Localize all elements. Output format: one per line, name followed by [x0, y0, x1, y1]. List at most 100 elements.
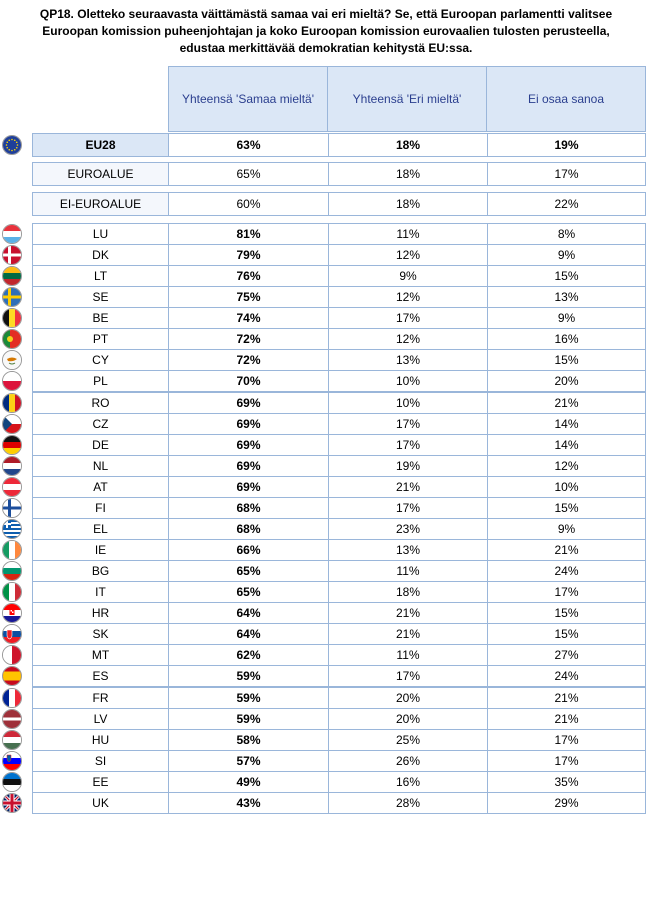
column-header-agree: Yhteensä 'Samaa mieltä': [168, 66, 328, 132]
value-agree: 69%: [168, 477, 328, 497]
value-agree: 66%: [168, 540, 328, 560]
value-agree: 75%: [168, 287, 328, 307]
eu-flag-icon: [2, 135, 22, 155]
value-agree: 79%: [168, 245, 328, 265]
value-dont-know: 9%: [487, 519, 645, 539]
value-dont-know: 16%: [487, 329, 645, 349]
value-agree: 68%: [168, 519, 328, 539]
table-row: HR 64% 21% 15%: [32, 602, 646, 624]
row-label: SE: [92, 290, 109, 304]
row-label: BE: [92, 311, 109, 325]
row-label: EE: [92, 775, 109, 789]
row-label: SI: [94, 754, 107, 768]
row-label: NL: [92, 459, 109, 473]
value-dont-know: 24%: [487, 561, 645, 581]
value-disagree: 10%: [328, 393, 487, 413]
nl-flag-icon: [2, 456, 22, 476]
value-disagree: 17%: [328, 666, 487, 686]
table-row: EE 49% 16% 35%: [32, 771, 646, 793]
value-dont-know: 14%: [487, 435, 645, 455]
value-disagree: 18%: [328, 193, 487, 215]
table-row: ES 59% 17% 24%: [32, 665, 646, 687]
value-disagree: 11%: [328, 224, 487, 244]
value-agree: 64%: [168, 603, 328, 623]
be-flag-icon: [2, 308, 22, 328]
value-disagree: 13%: [328, 350, 487, 370]
row-label: MT: [91, 648, 110, 662]
value-agree: 63%: [168, 134, 328, 156]
value-disagree: 19%: [328, 456, 487, 476]
table-row: SE 75% 12% 13%: [32, 286, 646, 308]
row-label: LT: [93, 269, 108, 283]
pl-flag-icon: [2, 371, 22, 391]
value-dont-know: 10%: [487, 477, 645, 497]
value-dont-know: 29%: [487, 793, 645, 813]
table-row: IT 65% 18% 17%: [32, 581, 646, 603]
value-agree: 43%: [168, 793, 328, 813]
lu-flag-icon: [2, 224, 22, 244]
value-agree: 74%: [168, 308, 328, 328]
table-row: LT 76% 9% 15%: [32, 265, 646, 287]
value-agree: 57%: [168, 751, 328, 771]
table-row: BE 74% 17% 9%: [32, 307, 646, 329]
value-dont-know: 15%: [487, 266, 645, 286]
value-agree: 72%: [168, 329, 328, 349]
value-dont-know: 13%: [487, 287, 645, 307]
table-row: CY 72% 13% 15%: [32, 349, 646, 371]
si-flag-icon: [2, 751, 22, 771]
value-disagree: 18%: [328, 163, 487, 185]
value-disagree: 25%: [328, 730, 487, 750]
value-disagree: 17%: [328, 308, 487, 328]
value-agree: 65%: [168, 561, 328, 581]
table-header: Yhteensä 'Samaa mieltä' Yhteensä 'Eri mi…: [168, 66, 646, 132]
value-dont-know: 21%: [487, 393, 645, 413]
row-label: RO: [91, 396, 110, 410]
row-label: UK: [92, 796, 109, 810]
value-disagree: 20%: [328, 688, 487, 708]
table-row: SK 64% 21% 15%: [32, 623, 646, 645]
table-row: EU28 63% 18% 19%: [32, 133, 646, 157]
row-label: HR: [91, 606, 110, 620]
table-row: SI 57% 26% 17%: [32, 750, 646, 772]
table-row: RO 69% 10% 21%: [32, 392, 646, 414]
value-disagree: 21%: [328, 624, 487, 644]
table-row: NL 69% 19% 12%: [32, 455, 646, 477]
column-header-dont-know: Ei osaa sanoa: [487, 66, 646, 132]
value-agree: 68%: [168, 498, 328, 518]
se-flag-icon: [2, 287, 22, 307]
value-dont-know: 27%: [487, 645, 645, 665]
value-disagree: 12%: [328, 287, 487, 307]
value-dont-know: 24%: [487, 666, 645, 686]
ro-flag-icon: [2, 393, 22, 413]
value-disagree: 10%: [328, 371, 487, 391]
row-label: ES: [92, 669, 109, 683]
row-label: AT: [93, 480, 108, 494]
row-label: SK: [92, 627, 109, 641]
mt-flag-icon: [2, 645, 22, 665]
hr-flag-icon: [2, 603, 22, 623]
row-label: DK: [92, 248, 109, 262]
title-line-1: QP18. Oletteko seuraavasta väittämästä s…: [39, 7, 613, 21]
value-agree: 59%: [168, 666, 328, 686]
row-label: EU28: [33, 134, 168, 156]
value-dont-know: 21%: [487, 540, 645, 560]
value-dont-know: 22%: [487, 193, 645, 215]
row-label: IT: [95, 585, 106, 599]
table-row: EI-EUROALUE 60% 18% 22%: [32, 192, 646, 216]
cz-flag-icon: [2, 414, 22, 434]
table-row: CZ 69% 17% 14%: [32, 413, 646, 435]
table-row: LV 59% 20% 21%: [32, 708, 646, 730]
table-row: DE 69% 17% 14%: [32, 434, 646, 456]
value-agree: 60%: [168, 193, 328, 215]
value-dont-know: 12%: [487, 456, 645, 476]
ee-flag-icon: [2, 772, 22, 792]
value-dont-know: 8%: [487, 224, 645, 244]
pt-flag-icon: [2, 329, 22, 349]
value-disagree: 20%: [328, 709, 487, 729]
sk-flag-icon: [2, 624, 22, 644]
value-dont-know: 35%: [487, 772, 645, 792]
table-row: PT 72% 12% 16%: [32, 328, 646, 350]
table-row: MT 62% 11% 27%: [32, 644, 646, 666]
table-row: EUROALUE 65% 18% 17%: [32, 162, 646, 186]
table-row: IE 66% 13% 21%: [32, 539, 646, 561]
